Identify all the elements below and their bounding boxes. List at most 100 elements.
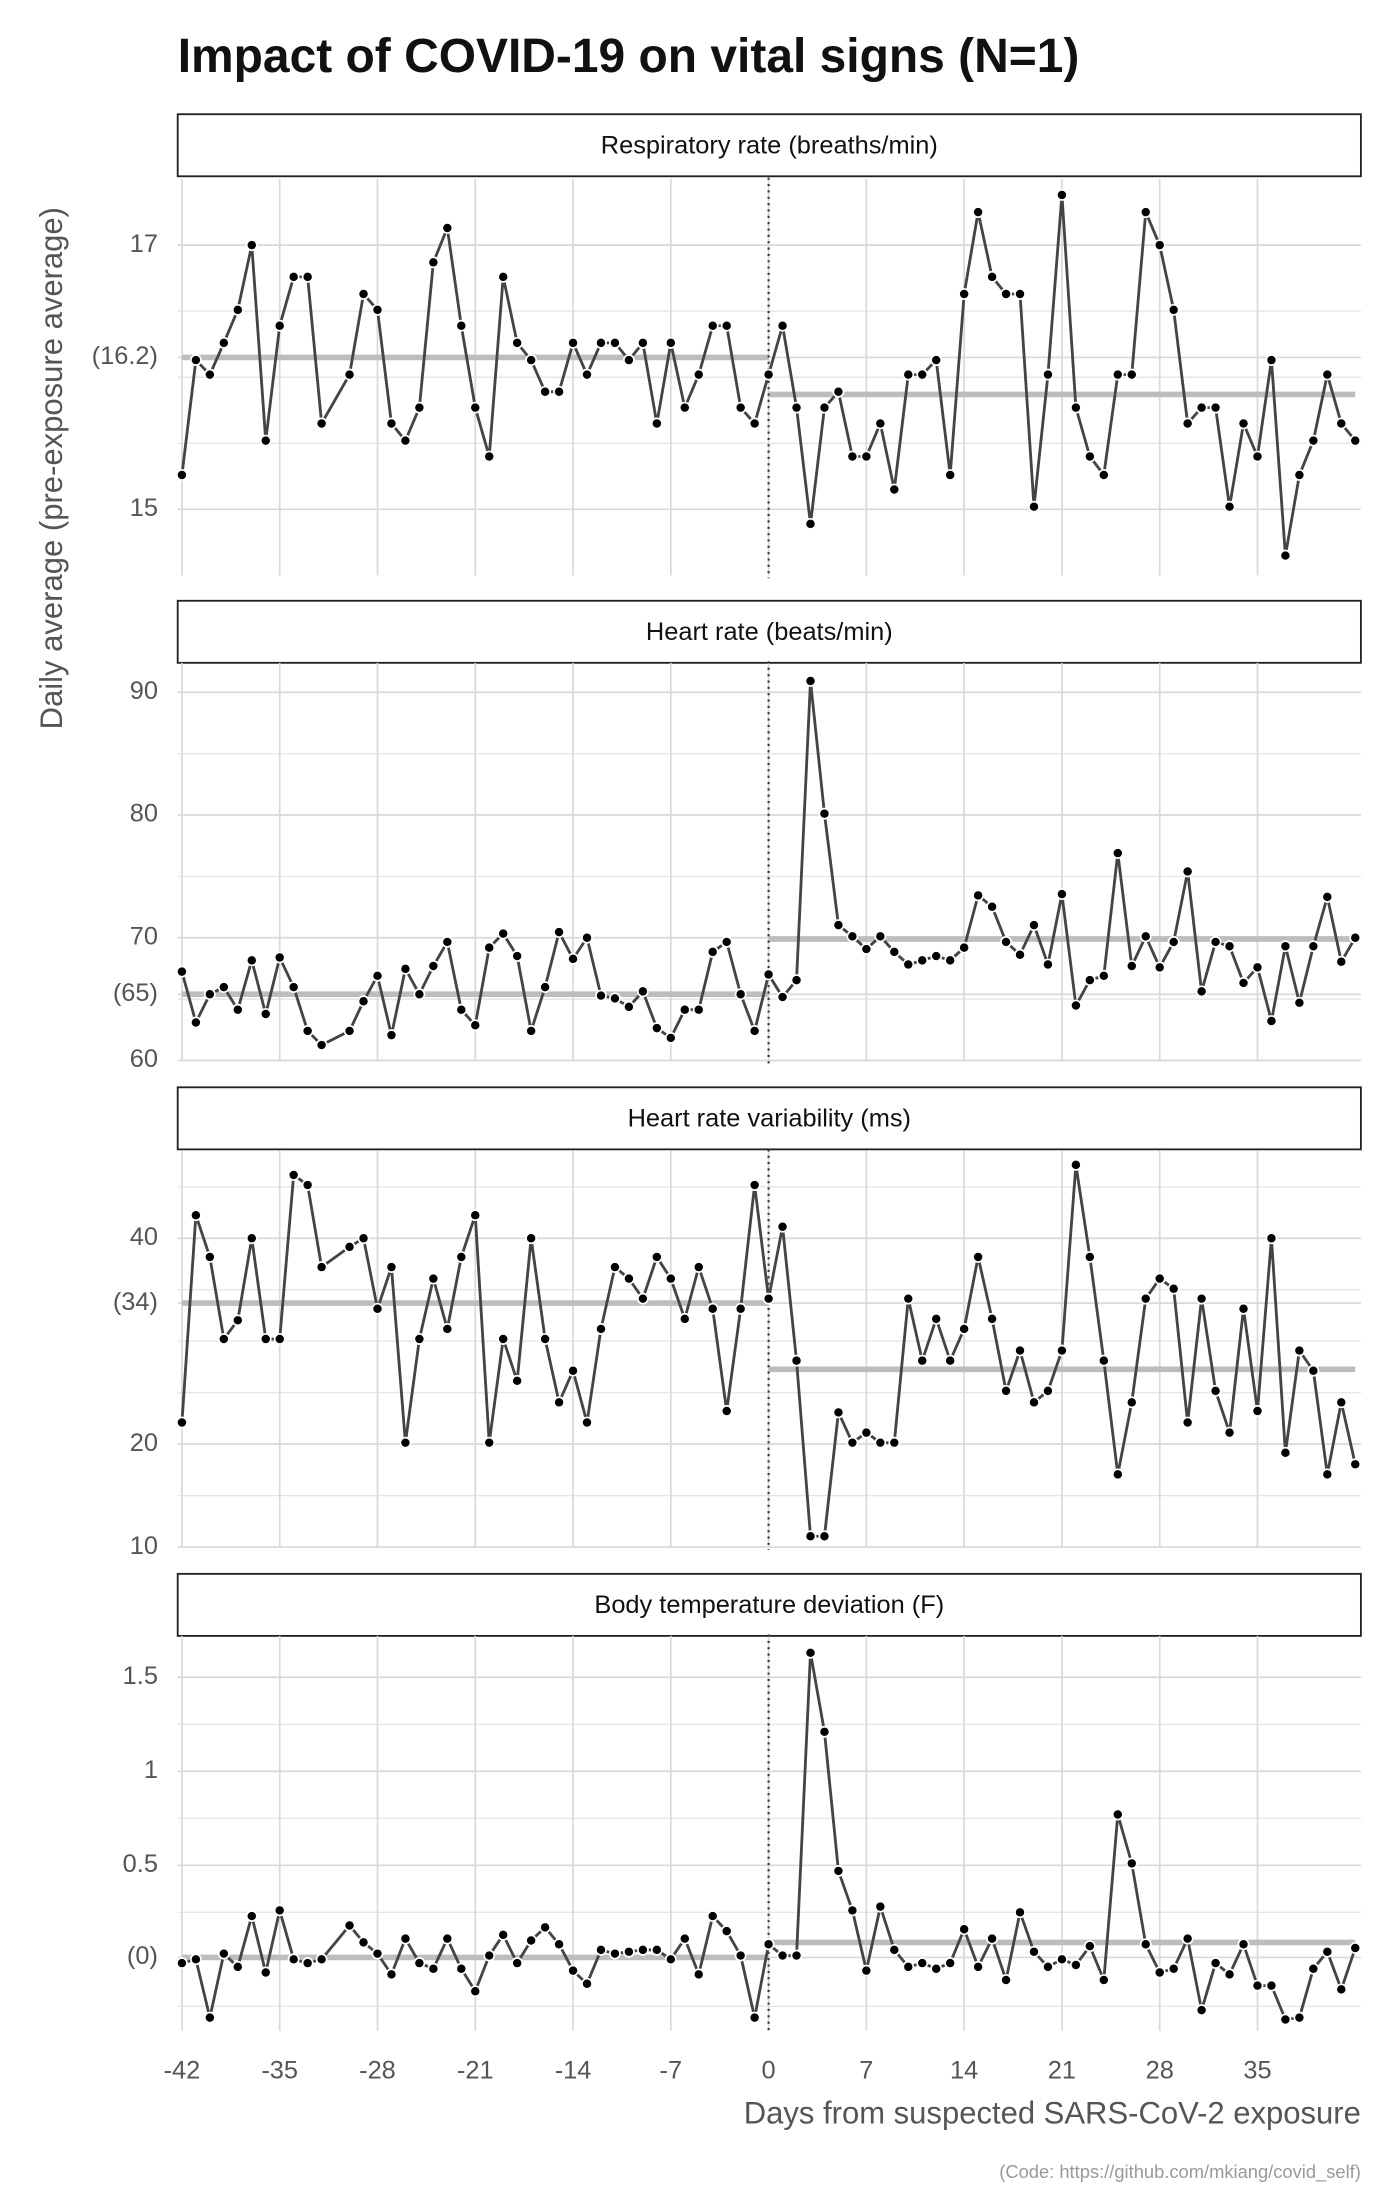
data-point — [664, 1032, 677, 1044]
data-point — [1209, 1384, 1222, 1397]
data-point — [902, 1960, 915, 1973]
data-point — [399, 434, 412, 447]
data-point — [371, 1302, 384, 1315]
data-point — [385, 1968, 398, 1981]
data-point — [539, 1921, 552, 1934]
data-point — [1293, 996, 1306, 1009]
data-point — [217, 1333, 230, 1345]
data-point — [1000, 936, 1012, 948]
data-point — [231, 1314, 244, 1327]
data-point — [1056, 189, 1068, 201]
data-point — [1209, 401, 1222, 414]
x-tick-label: -7 — [660, 2056, 683, 2084]
data-point — [273, 1333, 286, 1345]
data-point — [804, 675, 817, 687]
data-point — [972, 1960, 985, 1973]
data-point — [287, 1953, 300, 1966]
data-point — [1279, 549, 1292, 562]
data-point — [595, 989, 607, 1002]
data-point — [790, 1354, 803, 1367]
data-point — [1125, 1396, 1138, 1409]
data-point — [1265, 354, 1278, 366]
data-point — [1209, 936, 1222, 948]
data-point — [469, 1985, 482, 1998]
data-point — [986, 1312, 999, 1325]
data-point — [371, 1947, 384, 1960]
y-tick-label: 40 — [130, 1223, 158, 1251]
data-point — [497, 1928, 510, 1941]
data-point — [1349, 931, 1362, 944]
data-point — [581, 1977, 593, 1990]
data-point — [427, 1272, 440, 1285]
data-point — [259, 1333, 272, 1345]
data-point — [1223, 500, 1236, 513]
data-point — [720, 319, 733, 332]
data-point — [581, 1416, 593, 1429]
data-point — [692, 1003, 705, 1016]
data-point — [413, 1957, 426, 1970]
data-point — [1237, 1938, 1250, 1951]
data-point — [469, 1209, 482, 1222]
data-point — [636, 1943, 649, 1956]
data-point — [301, 1957, 314, 1970]
x-axis-label: Days from suspected SARS-CoV-2 exposure — [744, 2096, 1361, 2131]
data-point — [287, 981, 300, 994]
data-point — [469, 1019, 482, 1032]
data-point — [455, 319, 468, 332]
data-point — [189, 354, 202, 366]
data-point — [664, 336, 677, 349]
data-point — [874, 417, 887, 430]
data-point — [748, 1179, 761, 1191]
data-point — [176, 469, 188, 481]
data-point — [1181, 865, 1194, 878]
data-point — [609, 1947, 621, 1960]
data-point — [706, 945, 719, 958]
data-point — [469, 401, 482, 414]
data-point — [581, 368, 593, 381]
data-point — [245, 1910, 258, 1922]
data-point — [916, 954, 929, 967]
data-point — [944, 469, 957, 481]
data-line — [180, 194, 1357, 556]
data-point — [497, 927, 510, 940]
strip — [176, 113, 1362, 178]
data-point — [1321, 890, 1334, 903]
y-tick-label: 90 — [130, 677, 158, 705]
data-point — [636, 336, 649, 349]
data-point — [259, 1008, 272, 1020]
data-point — [1237, 977, 1250, 989]
data-point — [1028, 919, 1040, 932]
data-point — [385, 1029, 398, 1042]
data-point — [1237, 1302, 1250, 1315]
data-point — [1223, 1968, 1236, 1981]
data-point — [455, 1962, 468, 1975]
data-point — [357, 1936, 370, 1949]
y-tick-label: 15 — [130, 494, 158, 522]
data-point — [1195, 985, 1208, 998]
data-point — [609, 1261, 621, 1274]
data-point — [1014, 1906, 1026, 1919]
x-tick-label: 28 — [1146, 2056, 1174, 2084]
data-point — [888, 1943, 901, 1956]
data-point — [273, 951, 286, 964]
data-point — [343, 368, 356, 381]
y-tick-label: 0.5 — [123, 1850, 158, 1878]
data-point — [762, 968, 775, 981]
data-point — [1125, 960, 1138, 972]
data-point — [902, 958, 915, 971]
data-point — [958, 941, 971, 954]
data-point — [972, 1251, 985, 1263]
data-point — [441, 222, 454, 234]
data-point — [636, 1292, 649, 1305]
data-point — [846, 930, 859, 943]
data-point — [1181, 1416, 1194, 1429]
data-point — [483, 941, 496, 954]
x-tick-label: 14 — [950, 2056, 978, 2084]
data-point — [1000, 288, 1012, 300]
strip — [176, 599, 1362, 664]
data-point — [986, 1932, 999, 1945]
data-point — [567, 1364, 579, 1377]
data-point — [1265, 1979, 1278, 1992]
data-point — [860, 1426, 873, 1439]
data-point — [846, 1436, 859, 1449]
